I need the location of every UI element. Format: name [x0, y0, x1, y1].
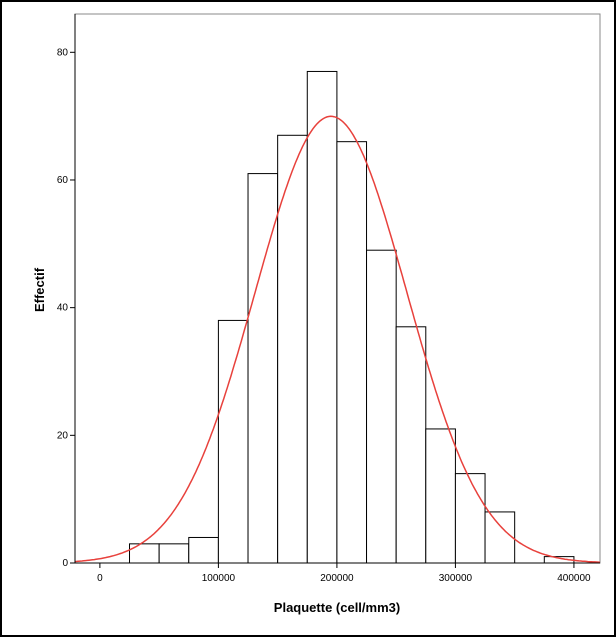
x-axis-title: Plaquette (cell/mm3) — [274, 600, 400, 615]
normal-curve — [74, 115, 601, 563]
bar — [158, 543, 190, 564]
bar — [247, 173, 279, 564]
x-tick-label: 100000 — [202, 573, 236, 584]
bar — [454, 473, 486, 564]
x-tick-label: 400000 — [557, 573, 591, 584]
x-tick-label: 300000 — [439, 573, 473, 584]
bar — [366, 249, 397, 564]
y-axis-title: Effectif — [32, 267, 47, 312]
bar — [188, 536, 219, 564]
y-tick-label: 0 — [62, 558, 68, 569]
y-tick-label: 20 — [57, 430, 69, 441]
y-tick-label: 40 — [57, 303, 69, 314]
bar — [217, 319, 249, 564]
bar — [484, 511, 516, 564]
y-tick-label: 60 — [57, 175, 69, 186]
bar — [425, 428, 456, 564]
y-tick-label: 80 — [57, 47, 69, 58]
x-tick-label: 200000 — [320, 573, 354, 584]
bar — [129, 543, 160, 564]
bar — [336, 141, 368, 564]
bar — [395, 326, 427, 564]
bar — [306, 70, 338, 564]
x-tick-label: 0 — [97, 573, 103, 584]
